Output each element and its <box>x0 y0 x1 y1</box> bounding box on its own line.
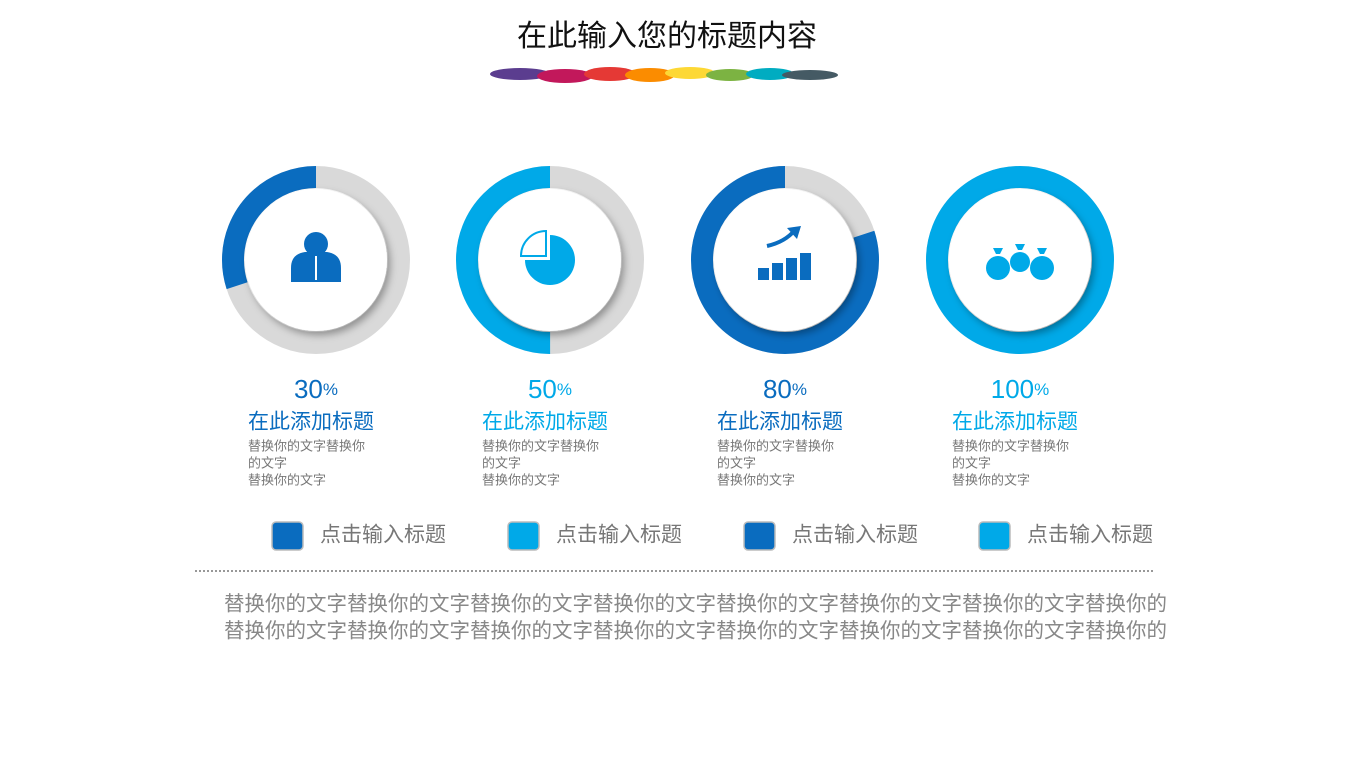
ring-center <box>714 189 856 331</box>
item-text: 替换你的文字替换你 <box>717 438 834 453</box>
icon <box>1010 252 1030 272</box>
item-heading: 在此添加标题 <box>482 411 608 434</box>
item-text: 的文字 <box>248 455 287 470</box>
icon <box>1030 256 1054 280</box>
progress-ring <box>456 166 644 354</box>
item-text: 替换你的文字 <box>952 472 1030 487</box>
body-text: 替换你的文字替换你的文字替换你的文字替换你的文字替换你的文字替换你的文字替换你的… <box>224 619 1167 642</box>
icon-group <box>758 226 811 280</box>
icon <box>786 258 797 280</box>
icon <box>1015 244 1025 250</box>
item-text: 的文字 <box>482 455 521 470</box>
item-heading: 在此添加标题 <box>248 411 374 434</box>
item-text: 替换你的文字 <box>482 472 560 487</box>
item-text: 替换你的文字替换你 <box>482 438 599 453</box>
progress-ring <box>222 166 410 354</box>
item-text: 的文字 <box>952 455 991 470</box>
icon <box>800 253 811 280</box>
percent-label: 100% <box>991 374 1050 404</box>
item-text: 替换你的文字替换你 <box>248 438 365 453</box>
icon <box>986 256 1010 280</box>
legend-label: 点击输入标题 <box>320 524 446 547</box>
legend-swatch <box>978 521 1011 551</box>
item-text: 替换你的文字 <box>717 472 795 487</box>
percent-label: 30% <box>294 374 338 404</box>
icon <box>1037 248 1047 254</box>
icon-group <box>519 229 575 285</box>
progress-ring <box>926 166 1114 354</box>
legend-label: 点击输入标题 <box>1027 524 1153 547</box>
item-text: 替换你的文字 <box>248 472 326 487</box>
title: 在此输入您的标题内容 <box>517 20 817 53</box>
icon-group <box>986 244 1054 280</box>
legend-swatch <box>743 521 776 551</box>
legend-swatch <box>507 521 540 551</box>
percent-label: 50% <box>528 374 572 404</box>
progress-ring <box>691 166 879 354</box>
icon-group <box>291 232 341 282</box>
paint-splash <box>490 67 838 83</box>
item-heading: 在此添加标题 <box>717 411 843 434</box>
percent-label: 80% <box>763 374 807 404</box>
icon <box>772 263 783 280</box>
item-text: 替换你的文字替换你 <box>952 438 1069 453</box>
icon <box>525 235 575 285</box>
item-heading: 在此添加标题 <box>952 411 1078 434</box>
legend-label: 点击输入标题 <box>556 524 682 547</box>
icon <box>787 226 801 239</box>
body-text: 替换你的文字替换你的文字替换你的文字替换你的文字替换你的文字替换你的文字替换你的… <box>224 592 1167 615</box>
legend-swatch <box>271 521 304 551</box>
item-text: 的文字 <box>717 455 756 470</box>
icon <box>519 229 547 257</box>
icon <box>758 268 769 280</box>
legend-label: 点击输入标题 <box>792 524 918 547</box>
icon <box>993 248 1003 254</box>
icon <box>304 232 328 256</box>
